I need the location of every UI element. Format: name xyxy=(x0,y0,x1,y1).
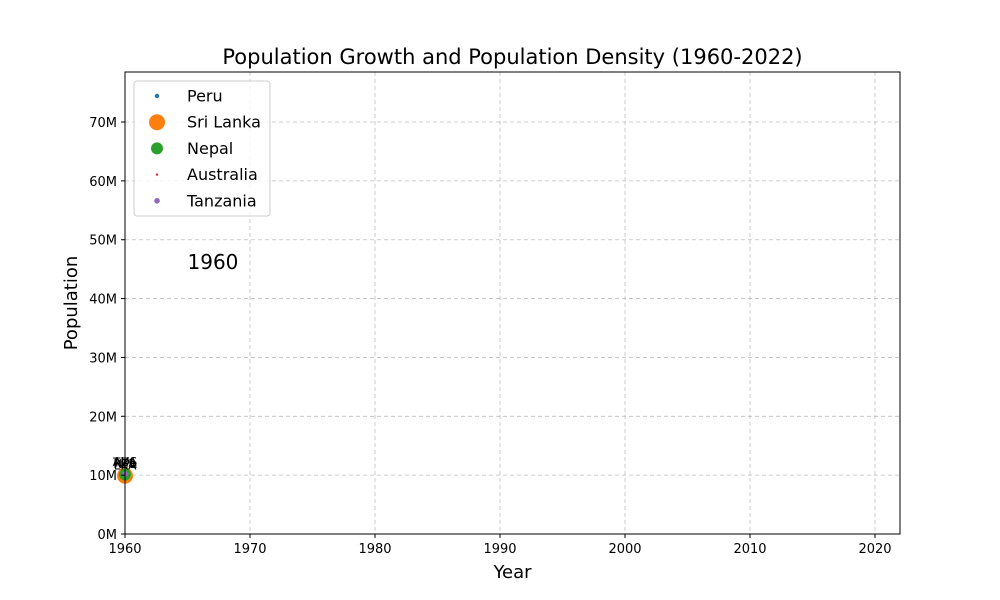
legend-marker xyxy=(151,142,163,155)
legend-label: Nepal xyxy=(187,139,233,158)
legend-marker xyxy=(154,93,160,99)
x-tick-label: 2010 xyxy=(733,542,766,557)
y-tick-label: 70M xyxy=(89,116,117,131)
legend-marker xyxy=(149,114,165,131)
y-tick-label: 20M xyxy=(89,410,117,425)
x-tick-label: 1980 xyxy=(358,542,391,557)
y-axis-title: Population xyxy=(61,256,82,351)
y-tick-label: 0M xyxy=(98,528,118,543)
y-tick-label: 30M xyxy=(89,351,117,366)
x-axis-title: Year xyxy=(492,562,532,583)
plot-frame xyxy=(124,71,901,535)
x-tick-label: 2000 xyxy=(608,542,641,557)
legend-label: Tanzania xyxy=(186,191,257,210)
grid-lines xyxy=(124,72,900,535)
x-tick-label: 1990 xyxy=(483,542,516,557)
y-tick-label: 10M xyxy=(89,469,117,484)
x-tick-label: 1970 xyxy=(233,542,266,557)
legend-label: Peru xyxy=(187,87,223,106)
legend: Peru Sri Lanka Nepal Australia Tanzania xyxy=(133,80,271,217)
x-tick-label: 2020 xyxy=(858,542,891,557)
legend-marker xyxy=(154,198,160,204)
legend-box xyxy=(133,80,271,217)
chart-title: Population Growth and Population Density… xyxy=(222,45,802,69)
axis-ticks: 1960 1970 1980 1990 2000 2010 2020 0M 10M 20M 30M 4… xyxy=(89,116,891,557)
legend-label: Sri Lanka xyxy=(187,113,261,132)
x-tick-label: 1960 xyxy=(108,542,141,557)
legend-marker xyxy=(155,173,159,176)
legend-label: Australia xyxy=(187,165,258,184)
y-tick-label: 50M xyxy=(89,234,117,249)
y-tick-label: 60M xyxy=(89,175,117,190)
y-tick-label: 40M xyxy=(89,293,117,308)
year-annotation: 1960 xyxy=(188,250,239,274)
